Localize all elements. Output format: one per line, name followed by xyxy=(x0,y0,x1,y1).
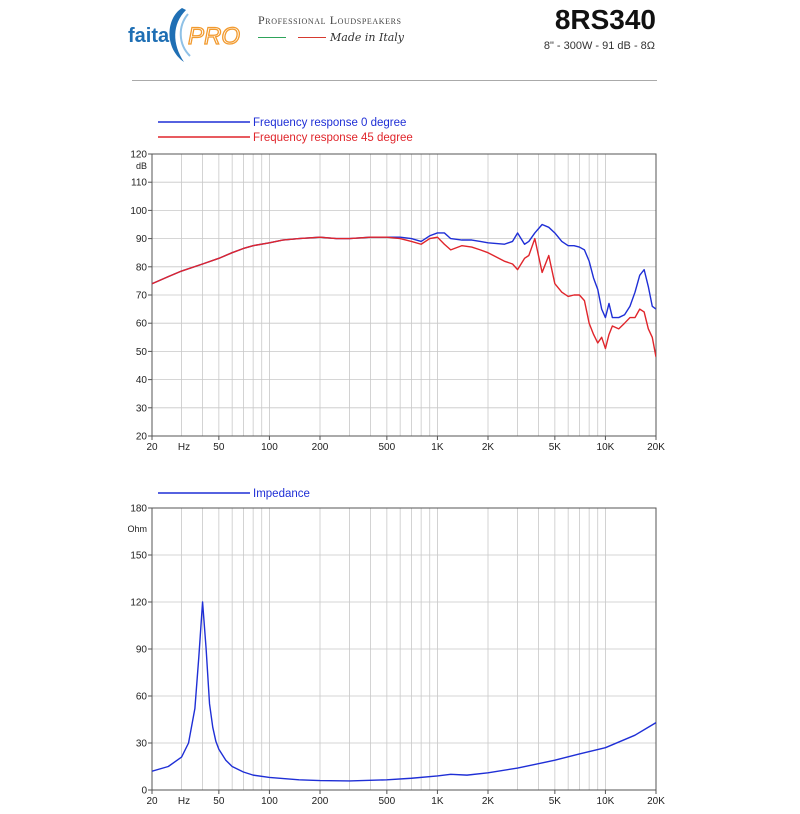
chart-1-x-tick-label: 5K xyxy=(549,796,562,807)
header: faital PRO Professional Loudspeakers Mad… xyxy=(0,0,800,80)
chart-0-y-tick-label: 70 xyxy=(136,291,148,302)
chart-1-x-tick-label: 20 xyxy=(146,796,158,807)
chart-0-legend-label-1: Frequency response 45 degree xyxy=(253,132,413,144)
header-divider xyxy=(132,80,657,81)
logo-brand-text: faital xyxy=(128,25,175,47)
chart-1-y-tick-label: 0 xyxy=(141,786,147,797)
chart-0-x-tick-label: 500 xyxy=(379,442,396,453)
chart-0-y-tick-label: 60 xyxy=(136,319,148,330)
chart-0-series-1-line xyxy=(152,236,656,358)
chart-1-y-tick-label: 120 xyxy=(130,598,147,609)
chart-1-x-tick-label: 1K xyxy=(431,796,444,807)
chart-1-y-tick-label: 180 xyxy=(130,504,147,515)
impedance-chart: 0 30 60 90 120 150 180 Ohm 20 50 100 200 500 1K 2K 5K 10… xyxy=(127,488,665,807)
chart-1-series-0-line xyxy=(152,601,656,782)
chart-0-y-tick-label: 90 xyxy=(136,234,148,245)
flag-line-green xyxy=(258,37,286,38)
chart-1-legend-label-0: Impedance xyxy=(253,488,310,500)
chart-0-y-tick-label: 40 xyxy=(136,375,148,386)
chart-1-x-tick-label: 50 xyxy=(213,796,225,807)
chart-0-x-unit-label: Hz xyxy=(178,442,190,453)
chart-1-x-tick-label: 500 xyxy=(379,796,396,807)
chart-0-x-tick-label: 100 xyxy=(261,442,278,453)
chart-1-y-tick-label: 90 xyxy=(136,645,148,656)
chart-0-x-tick-label: 5K xyxy=(549,442,562,453)
flag-line-red xyxy=(298,37,326,38)
chart-0-legend-label-0: Frequency response 0 degree xyxy=(253,117,406,129)
chart-0-x-tick-label: 10K xyxy=(597,442,615,453)
tagline: Professional Loudspeakers xyxy=(258,13,402,27)
chart-0-x-tick-label: 2K xyxy=(482,442,495,453)
chart-1-x-tick-label: 20K xyxy=(647,796,665,807)
chart-0-y-tick-label: 20 xyxy=(136,432,148,443)
chart-0-y-tick-label: 100 xyxy=(130,206,147,217)
chart-0-x-tick-label: 50 xyxy=(213,442,225,453)
chart-1-x-tick-label: 10K xyxy=(597,796,615,807)
chart-0-y-tick-label: 30 xyxy=(136,403,148,414)
chart-1-y-tick-label: 30 xyxy=(136,739,148,750)
chart-0-y-tick-label: 120 xyxy=(130,150,147,161)
faital-pro-logo: faital PRO xyxy=(128,8,241,62)
logo-swoosh-light xyxy=(179,13,191,57)
tagline-group: Professional Loudspeakers Made in Italy xyxy=(258,13,458,53)
model-specs: 8" - 300W - 91 dB - 8Ω xyxy=(543,40,655,52)
model-title: 8RS340 xyxy=(554,4,656,35)
chart-1-grid xyxy=(151,507,657,791)
chart-1-x-tick-label: 200 xyxy=(312,796,329,807)
chart-0-y-tick-label: 80 xyxy=(136,262,148,273)
chart-0-x-tick-label: 200 xyxy=(312,442,329,453)
chart-0-x-tick-label: 20K xyxy=(647,442,665,453)
chart-1-x-tick-label: 2K xyxy=(482,796,495,807)
chart-0-y-tick-label: 50 xyxy=(136,347,148,358)
chart-0-x-tick-label: 1K xyxy=(431,442,444,453)
chart-1-x-unit-label: Hz xyxy=(178,796,190,807)
chart-0-y-unit-label: dB xyxy=(136,161,147,171)
chart-1-x-tick-label: 100 xyxy=(261,796,278,807)
chart-1-y-tick-label: 60 xyxy=(136,692,148,703)
chart-0-y-tick-label: 110 xyxy=(131,178,147,189)
logo-swoosh-blue xyxy=(169,8,186,62)
chart-0-x-tick-label: 20 xyxy=(146,442,158,453)
made-in-text: Made in Italy xyxy=(330,31,405,44)
logo-pro-text: PRO xyxy=(188,23,240,50)
chart-1-y-tick-label: 150 xyxy=(130,551,147,562)
chart-1-y-unit-label: Ohm xyxy=(127,524,147,534)
